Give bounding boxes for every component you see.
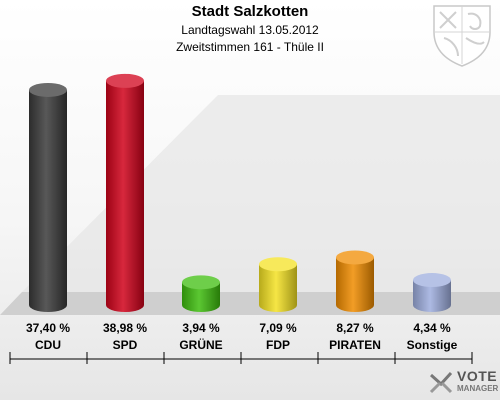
bar-piraten (336, 250, 374, 312)
category-label: SPD (113, 338, 138, 352)
bar-body (259, 264, 297, 312)
bar-top (336, 250, 374, 265)
vote-manager-logo: VOTE MANAGER (428, 367, 498, 399)
category-label: FDP (266, 338, 290, 352)
category-label: PIRATEN (329, 338, 381, 352)
chart-title: Stadt Salzkotten (191, 3, 309, 20)
value-label: 8,27 % (336, 321, 374, 335)
bar-body (336, 257, 374, 312)
election-subtitle: Landtagswahl 13.05.2012 (181, 23, 319, 37)
bar-top (259, 257, 297, 272)
value-label: 38,98 % (103, 321, 147, 335)
bar-body (106, 80, 144, 313)
bar-sonstige (413, 273, 451, 312)
value-label: 3,94 % (182, 321, 220, 335)
value-label: 37,40 % (26, 321, 70, 335)
ballot-check-icon (429, 371, 453, 394)
bar-top (182, 275, 220, 290)
value-label: 7,09 % (259, 321, 297, 335)
bar-body (182, 282, 220, 312)
logo-manager-text: MANAGER (457, 384, 499, 393)
district-subtitle: Zweitstimmen 161 - Thüle II (176, 40, 324, 54)
category-label: GRÜNE (179, 337, 222, 352)
bar-top (413, 273, 451, 288)
bar-fdp (259, 257, 297, 312)
bar-body (413, 280, 451, 312)
bar-top (29, 82, 67, 97)
bar-grüne (182, 275, 220, 312)
logo-vote-text: VOTE (457, 368, 498, 384)
value-label: 4,34 % (413, 321, 451, 335)
bar-top (106, 73, 144, 88)
bar-spd (106, 73, 144, 313)
coat-of-arms-icon (433, 5, 491, 67)
category-label: Sonstige (407, 338, 458, 352)
bar-body (29, 89, 67, 312)
bar-cdu (29, 82, 67, 312)
category-label: CDU (35, 338, 61, 352)
